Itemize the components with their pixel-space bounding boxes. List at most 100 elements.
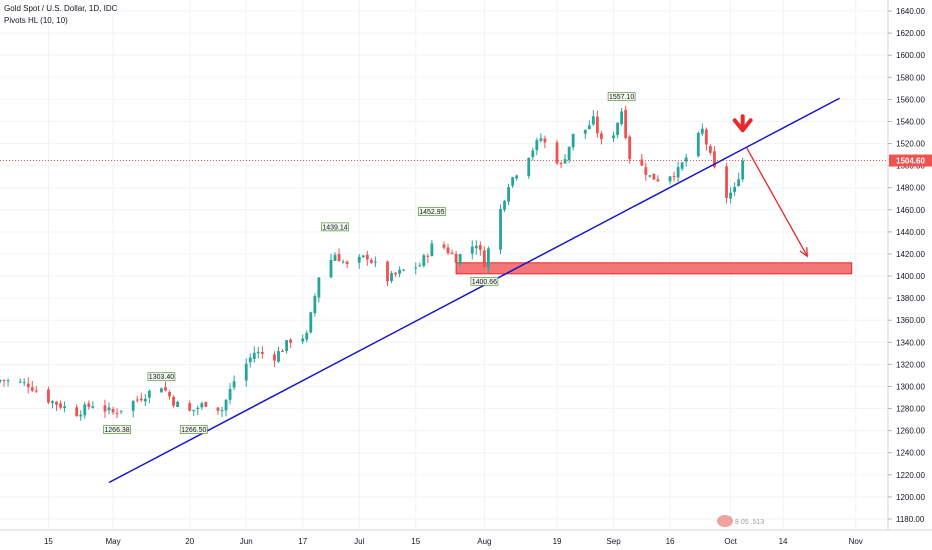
candle-body [454, 253, 458, 263]
x-tick-label: 19 [553, 537, 562, 546]
candle-body [402, 269, 406, 271]
candle-body [474, 245, 478, 249]
price-axis-bg [888, 0, 932, 550]
candle-body [305, 332, 309, 340]
candle-body [390, 273, 393, 281]
candle-body [708, 146, 712, 153]
candle-body [737, 179, 741, 187]
pivot-label-box [418, 207, 446, 216]
candle-body [713, 151, 716, 168]
candle-body [329, 259, 333, 278]
candle-body [34, 390, 38, 392]
candle-body [147, 390, 151, 398]
candle-body [563, 159, 567, 164]
y-tick-label: 1540.00 [896, 117, 925, 126]
candle-body [386, 261, 389, 282]
candle-body [600, 133, 603, 140]
candle-body [135, 399, 139, 401]
current-price-tag-bg [889, 154, 932, 167]
candle-body [668, 176, 672, 182]
candle-body [285, 340, 288, 351]
candle-body [648, 175, 652, 177]
candle-body [583, 129, 587, 134]
candle-body [640, 159, 644, 166]
candle-body [729, 192, 732, 199]
candle-body [47, 389, 50, 403]
pivot-label-box [147, 372, 176, 382]
candle-body [531, 150, 535, 157]
x-tick-label: 17 [298, 537, 307, 546]
candle-body [672, 176, 676, 178]
candle-body [345, 261, 349, 265]
candles [0, 105, 745, 421]
candle-body [422, 255, 426, 266]
candle-body [515, 175, 519, 179]
pivot-labels: 1303.40 1266.38 1266.50 1439.14 1452.95 1400.… [103, 92, 636, 434]
candle-body [273, 354, 276, 361]
pivot-label: 1303.40 [149, 374, 174, 381]
candle-body [75, 407, 79, 417]
candle-body [313, 296, 317, 314]
y-tick-label: 1260.00 [896, 427, 925, 436]
trendline-layer [108, 97, 840, 484]
candle-body [587, 125, 591, 130]
candle-body [700, 128, 704, 134]
indicator-label[interactable]: Pivots HL (10, 10) [4, 16, 68, 25]
symbol-title[interactable]: Gold Spot / U.S. Dollar, 1D, IDC [4, 4, 118, 13]
pivot-label: 1557.10 [609, 94, 634, 101]
pivot-label: 1452.95 [419, 209, 444, 216]
support-zone [455, 262, 853, 275]
y-tick-label: 1180.00 [896, 515, 925, 524]
y-tick-label: 1560.00 [896, 95, 925, 104]
watermark-text: 8 05 .513 [735, 519, 764, 526]
pivot-label-box [607, 92, 636, 101]
y-tick-label: 1340.00 [896, 338, 925, 347]
candle-body [228, 389, 232, 400]
candle-body [160, 388, 163, 393]
candle-body [426, 255, 430, 257]
candle-body [83, 404, 87, 416]
candle-body [341, 261, 345, 263]
candle-body [499, 208, 502, 250]
candle-body [115, 412, 119, 414]
y-tick-label: 1600.00 [896, 51, 925, 60]
candle-body [535, 140, 539, 151]
projection-arrow-head [799, 247, 809, 258]
candle-body [478, 245, 482, 250]
candle-body [616, 122, 619, 135]
candle-body [369, 259, 373, 263]
candle-body [620, 111, 624, 125]
time-axis: 15 May 20 Jun 17 Jul 15 Aug 19 Sep 16 Oct 14 Nov [0, 529, 932, 550]
candle-body [119, 410, 123, 412]
candle-body [704, 129, 708, 145]
candle-body [63, 406, 66, 409]
x-tick-label: May [105, 537, 120, 546]
candle-body [248, 357, 252, 363]
candle-body [107, 407, 111, 411]
candle-body [365, 254, 369, 260]
candle-body [503, 200, 506, 210]
tradingview-watermark: 8 05 .513 [717, 515, 764, 527]
candle-body [200, 403, 204, 408]
candle-body [458, 254, 462, 265]
candle-body [741, 160, 745, 180]
candle-body [684, 157, 688, 162]
candle-body [442, 244, 446, 248]
y-tick-label: 1400.00 [896, 272, 925, 281]
candle-body [79, 414, 83, 417]
candle-body [309, 312, 313, 333]
watermark-logo-icon [717, 515, 733, 527]
candle-body [260, 351, 264, 354]
candle-body [676, 167, 680, 178]
candle-body [418, 265, 422, 267]
candle-body [51, 401, 54, 404]
candle-body [559, 162, 563, 164]
current-price-tag: 1504.60 [889, 154, 932, 167]
candle-body [317, 277, 321, 298]
pivot-label: 1266.50 [181, 427, 206, 434]
candle-body [192, 409, 196, 412]
y-tick-label: 1460.00 [896, 206, 925, 215]
candle-body [224, 399, 228, 411]
current-price-label: 1504.60 [896, 157, 925, 166]
